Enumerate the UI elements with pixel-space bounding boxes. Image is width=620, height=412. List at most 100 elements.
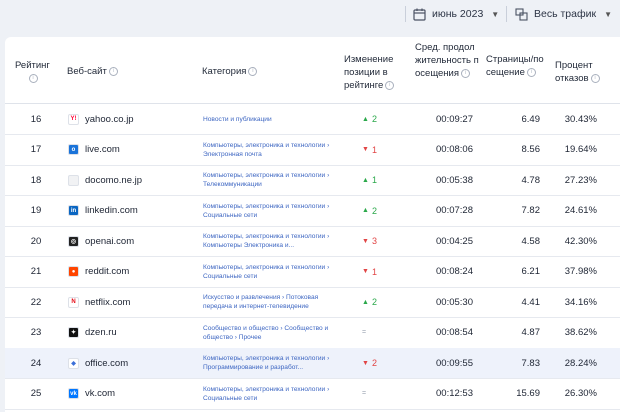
avg-duration: 00:08:06 [436,144,473,155]
header-site[interactable]: Веб-сайт i [67,65,118,78]
header-bounce[interactable]: Процент отказов i [555,59,607,85]
info-icon[interactable]: i [108,66,118,76]
header-bounce-label: Процент отказов [555,60,593,84]
filter-bar: июнь 2023 ▼ Весь трафик ▼ [0,0,620,30]
category-link[interactable]: Новости и публикации [203,104,333,134]
site-link[interactable]: in linkedin.com [68,196,138,226]
rank-value: 18 [30,174,42,186]
site-favicon-icon: ◆ [68,357,79,369]
category-text: Компьютеры, электроника и технологии › П… [203,355,330,371]
bounce-rate: 34.16% [564,296,597,308]
site-favicon-icon [68,174,79,186]
table-row[interactable]: 21 ● reddit.com Компьютеры, электроника и т… [5,257,620,288]
arrow-down-icon: ▼ [362,359,369,367]
rank-change: ▼ 3 [362,226,377,256]
change-value: = [362,329,367,336]
header-category-label: Категория [202,66,247,77]
rank-change: = [362,379,366,409]
avg-duration: 00:05:30 [436,296,473,308]
info-icon[interactable]: i [526,67,536,77]
table-row[interactable]: 20 ◎ openai.com Компьютеры, электроника и т… [5,226,620,257]
site-name: live.com [85,144,120,155]
site-name: dzen.ru [85,327,117,338]
table-header: Рейтинг i Веб-сайт i Категория i Изменение… [5,37,620,104]
traffic-selector[interactable]: Весь трафик ▼ [515,6,612,22]
info-icon[interactable]: i [385,80,395,90]
avg-duration: 00:08:54 [436,327,473,338]
site-name: reddit.com [85,266,130,277]
category-link[interactable]: Компьютеры, электроника и технологии › С… [203,379,333,409]
site-favicon-icon: ✦ [68,327,79,338]
site-favicon-icon: ◎ [68,235,79,247]
date-selector[interactable]: июнь 2023 ▼ [413,6,499,22]
category-link[interactable]: Компьютеры, электроника и технологии › С… [203,257,333,287]
arrow-up-icon: ▲ [362,298,369,306]
table-row[interactable]: 25 vk vk.com Компьютеры, электроника и техн… [5,379,620,410]
site-link[interactable]: ✦ dzen.ru [68,318,117,348]
arrow-up-icon: ▲ [362,207,369,214]
category-text: Компьютеры, электроника и технологии › С… [203,385,330,402]
site-link[interactable]: ◎ openai.com [68,226,134,256]
calendar-icon [413,8,426,21]
category-text: Новости и публикации [203,115,272,123]
site-link[interactable]: ◆ office.com [68,348,128,378]
table-row[interactable]: 16 Y! yahoo.co.jp Новости и публикации ▲ 2 00:… [5,104,620,135]
table-row[interactable]: 19 in linkedin.com Компьютеры, электроника … [5,196,620,227]
header-change-label: Изменение позиции в рейтинге [344,54,394,91]
bounce-rate: 19.64% [564,144,597,155]
date-value: июнь 2023 [432,8,484,20]
header-change[interactable]: Изменение позиции в рейтинге i [344,53,410,92]
category-link[interactable]: Искусство и развлечения › Потоковая пере… [203,287,333,317]
site-link[interactable]: ● reddit.com [68,257,129,287]
header-site-label: Веб-сайт [67,66,107,77]
table-row[interactable]: 23 ✦ dzen.ru Сообщество и общество › Сообще… [5,318,620,349]
site-link[interactable]: docomo.ne.jp [68,165,142,195]
info-icon[interactable]: i [461,68,471,78]
pages-per-visit: 4.87 [521,327,541,338]
category-link[interactable]: Компьютеры, электроника и технологии › Э… [203,135,333,165]
rank-change: ▲ 1 [362,165,377,195]
rank-value: 24 [30,357,42,369]
header-category[interactable]: Категория i [202,65,258,78]
info-icon[interactable]: i [248,66,258,76]
arrow-down-icon: ▼ [362,237,369,245]
rank-change: ▼ 1 [362,257,377,287]
header-pages[interactable]: Страницы/посещение i [486,53,544,79]
category-link[interactable]: Компьютеры, электроника и технологии › Т… [203,165,333,195]
site-name: linkedin.com [85,205,138,216]
info-icon[interactable]: i [28,73,38,83]
table-row[interactable]: 24 ◆ office.com Компьютеры, электроника и т… [5,348,620,379]
site-link[interactable]: Y! yahoo.co.jp [68,104,134,134]
category-link[interactable]: Компьютеры, электроника и технологии › П… [203,348,333,378]
bounce-rate: 30.43% [564,113,597,125]
rank-change: ▼ 1 [362,135,377,165]
category-link[interactable]: Компьютеры, электроника и технологии › С… [203,196,333,226]
header-rank-label: Рейтинг [15,60,50,71]
category-link[interactable]: Компьютеры, электроника и технологии › К… [203,226,333,256]
site-link[interactable]: o live.com [68,135,120,165]
table-row[interactable]: 18 docomo.ne.jp Компьютеры, электроника и … [5,165,620,196]
rank-change: ▲ 2 [362,104,377,134]
arrow-up-icon: ▲ [362,115,369,123]
site-name: office.com [85,357,129,369]
header-rank[interactable]: Рейтинг i [15,59,50,85]
change-value: 1 [371,266,377,277]
header-duration[interactable]: Сред. продолжительность посещения i [415,41,481,80]
bounce-rate: 27.23% [564,174,597,186]
bounce-rate: 26.30% [564,388,597,399]
rank-change: ▼ 2 [362,348,377,378]
category-text: Компьютеры, электроника и технологии › С… [203,202,330,219]
arrow-down-icon: ▼ [362,268,369,275]
site-link[interactable]: vk vk.com [68,379,115,409]
pages-per-visit: 7.82 [521,205,541,216]
table-row[interactable]: 17 o live.com Компьютеры, электроника и тех… [5,135,620,166]
category-link[interactable]: Сообщество и общество › Сообщество и общ… [203,318,333,348]
change-value: 2 [371,358,377,368]
info-icon[interactable]: i [590,73,600,83]
bounce-rate: 37.98% [564,266,597,277]
chevron-down-icon: ▼ [604,9,612,19]
category-text: Компьютеры, электроника и технологии › К… [203,233,330,249]
header-duration-label: Сред. продолжительность посещения [415,42,479,79]
